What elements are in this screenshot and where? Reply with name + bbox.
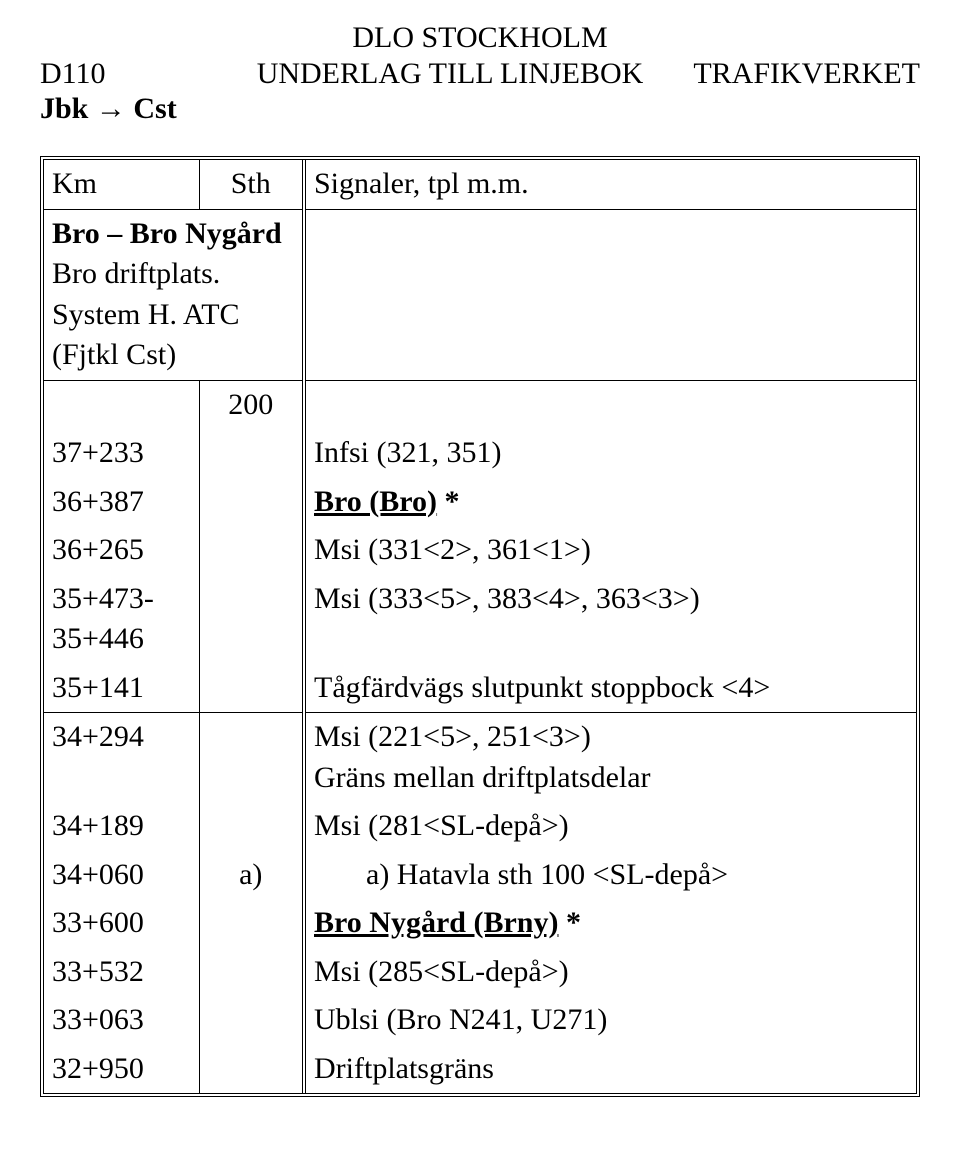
km-cell: 33+600 [44, 899, 199, 948]
table-row: 32+950 Driftplatsgräns [44, 1045, 916, 1094]
col-header-sth: Sth [199, 160, 304, 209]
table-row: 34+189 Msi (281<SL-depå>) [44, 802, 916, 851]
page: DLO STOCKHOLM D110 UNDERLAG TILL LINJEBO… [0, 0, 960, 1173]
sig-cell: Msi (285<SL-depå>) [304, 948, 916, 997]
intro-row: Bro – Bro Nygård Bro driftplats. System … [44, 209, 916, 380]
header-line1: DLO STOCKHOLM [40, 20, 920, 56]
header-left: D110 [40, 56, 240, 92]
table-row: 36+387 Bro (Bro) * [44, 478, 916, 527]
route-heading: Jbk → Cst [40, 92, 920, 126]
sig-cell: Tågfärdvägs slutpunkt stoppbock <4> [304, 664, 916, 713]
table-row: 34+294 Msi (221<5>, 251<3>) Gräns mellan… [44, 713, 916, 803]
header-center: UNDERLAG TILL LINJEBOK [240, 56, 660, 92]
km-cell: 34+060 [44, 851, 199, 900]
line-table: Km Sth Signaler, tpl m.m. Bro – Bro Nygå… [44, 160, 916, 1093]
sth-block-sig-empty [304, 380, 916, 429]
sig-text: Ublsi (Bro N241, U271) [314, 1003, 607, 1036]
sig-cell: Msi (221<5>, 251<3>) Gräns mellan driftp… [304, 713, 916, 803]
sig-cell: Infsi (321, 351) [304, 429, 916, 478]
table-frame: Km Sth Signaler, tpl m.m. Bro – Bro Nygå… [40, 156, 920, 1097]
sig-cell: Bro (Bro) * [304, 478, 916, 527]
sig-cell: Ublsi (Bro N241, U271) [304, 996, 916, 1045]
km-cell: 33+063 [44, 996, 199, 1045]
sth-cell [199, 575, 304, 664]
km-cell: 36+387 [44, 478, 199, 527]
sth-cell [199, 526, 304, 575]
km-cell: 33+532 [44, 948, 199, 997]
sig-text: Msi (221<5>, 251<3>) Gräns mellan driftp… [314, 720, 651, 794]
sig-cell: a) Hatavla sth 100 <SL-depå> [304, 851, 916, 900]
km-cell: 34+294 [44, 713, 199, 803]
km-cell: 37+233 [44, 429, 199, 478]
sig-text: Tågfärdvägs slutpunkt stoppbock <4> [314, 671, 770, 704]
table-row: 33+063 Ublsi (Bro N241, U271) [44, 996, 916, 1045]
station-name: Bro (Bro) [314, 485, 437, 518]
sth-cell [199, 478, 304, 527]
sig-text: Infsi (321, 351) [314, 436, 501, 469]
sig-text: Msi (331<2>, 361<1>) [314, 533, 591, 566]
table-row: 33+600 Bro Nygård (Brny) * [44, 899, 916, 948]
sig-text: Msi (281<SL-depå>) [314, 809, 569, 842]
table-row: 36+265 Msi (331<2>, 361<1>) [44, 526, 916, 575]
sig-text: Driftplatsgräns [314, 1052, 494, 1085]
table-row: 33+532 Msi (285<SL-depå>) [44, 948, 916, 997]
sth-cell [199, 802, 304, 851]
table-header-row: Km Sth Signaler, tpl m.m. [44, 160, 916, 209]
sth-cell [199, 1045, 304, 1094]
intro-line2: Bro driftplats. [52, 254, 294, 295]
km-cell: 32+950 [44, 1045, 199, 1094]
sig-cell: Msi (333<5>, 383<4>, 363<3>) [304, 575, 916, 664]
intro-sig-empty [304, 209, 916, 380]
sth-block-value: 200 [199, 380, 304, 429]
km-cell: 34+189 [44, 802, 199, 851]
sth-cell [199, 429, 304, 478]
intro-line1: Bro – Bro Nygård [52, 214, 294, 255]
sth-cell [199, 899, 304, 948]
sth-cell [199, 948, 304, 997]
table-row: 35+141 Tågfärdvägs slutpunkt stoppbock <… [44, 664, 916, 713]
table-row: 34+060 a) a) Hatavla sth 100 <SL-depå> [44, 851, 916, 900]
table-row: 37+233 Infsi (321, 351) [44, 429, 916, 478]
sth-cell [199, 996, 304, 1045]
sig-text: Msi (333<5>, 383<4>, 363<3>) [314, 582, 700, 615]
sig-cell: Driftplatsgräns [304, 1045, 916, 1094]
sth-cell [199, 664, 304, 713]
sig-cell: Msi (331<2>, 361<1>) [304, 526, 916, 575]
km-cell: 35+473- 35+446 [44, 575, 199, 664]
table-row: 35+473- 35+446 Msi (333<5>, 383<4>, 363<… [44, 575, 916, 664]
page-header: DLO STOCKHOLM D110 UNDERLAG TILL LINJEBO… [40, 20, 920, 92]
sig-cell: Msi (281<SL-depå>) [304, 802, 916, 851]
header-right: TRAFIKVERKET [660, 56, 920, 92]
col-header-sig: Signaler, tpl m.m. [304, 160, 916, 209]
intro-cell: Bro – Bro Nygård Bro driftplats. System … [44, 209, 304, 380]
station-suffix: * [437, 485, 460, 518]
sig-cell: Bro Nygård (Brny) * [304, 899, 916, 948]
sth-cell: a) [199, 851, 304, 900]
sth-block-km-empty [44, 380, 199, 429]
station-suffix: * [558, 906, 581, 939]
km-cell: 35+141 [44, 664, 199, 713]
km-cell: 36+265 [44, 526, 199, 575]
col-header-km: Km [44, 160, 199, 209]
station-name: Bro Nygård (Brny) [314, 906, 558, 939]
sig-text: a) Hatavla sth 100 <SL-depå> [366, 858, 728, 891]
sth-block-row: 200 [44, 380, 916, 429]
intro-line3: System H. ATC (Fjtkl Cst) [52, 295, 294, 376]
sig-text: Msi (285<SL-depå>) [314, 955, 569, 988]
sth-cell [199, 713, 304, 803]
